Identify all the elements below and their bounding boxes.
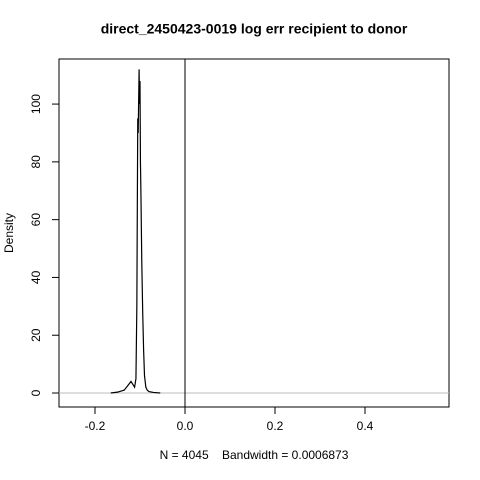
chart-title: direct_2450423-0019 log err recipient to… [101,21,408,37]
x-tick-label: 0.4 [357,419,374,433]
density-line [110,69,161,394]
x-axis-label: N = 4045 Bandwidth = 0.0006873 [160,448,349,462]
y-tick-label: 100 [29,94,43,114]
y-axis-label: Density [2,213,16,253]
y-tick-label: 20 [29,328,43,342]
x-tick-label: 0.2 [267,419,284,433]
x-tick-label: 0.0 [177,419,194,433]
y-tick-label: 80 [29,155,43,169]
y-tick-label: 60 [29,213,43,227]
x-tick-label: -0.2 [85,419,106,433]
y-tick-label: 0 [29,389,43,396]
y-tick-label: 40 [29,270,43,284]
plot-frame [58,58,450,408]
